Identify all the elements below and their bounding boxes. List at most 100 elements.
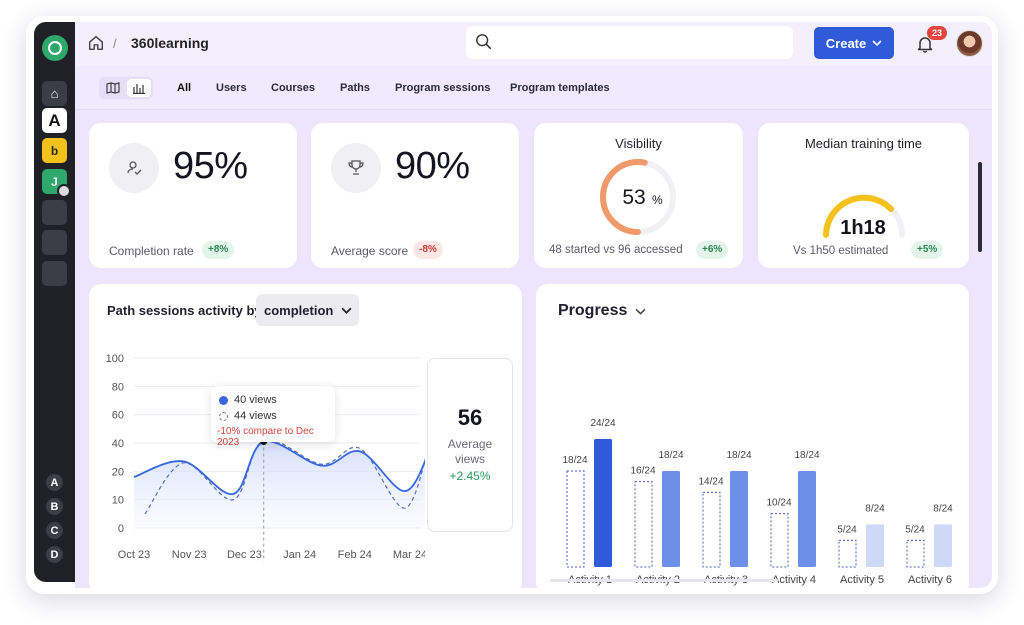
score-value: 90%	[395, 145, 470, 187]
series-1-area	[134, 441, 425, 528]
progress-title: Progress	[558, 302, 628, 319]
tab-paths[interactable]: Paths	[340, 82, 370, 94]
average-views-box: 56 Average views +2.45%	[427, 358, 513, 532]
chart-tooltip: 40 views 44 views -10% compare to Dec 20…	[211, 386, 335, 448]
rail-letter-c[interactable]: C	[46, 522, 63, 539]
app-tile-empty-3[interactable]	[42, 261, 67, 286]
bar-started[interactable]	[702, 491, 721, 568]
rail-letter-d[interactable]: D	[46, 546, 63, 563]
visibility-gauge: 53 %	[600, 159, 676, 235]
visibility-card: Visibility 53 % 48 started vs 96 accesse…	[534, 123, 743, 268]
score-card: 90% Average score -8%	[311, 123, 519, 268]
notification-badge: 23	[927, 26, 948, 40]
x-tick-label: Feb 24	[338, 549, 372, 561]
tab-courses[interactable]: Courses	[271, 82, 316, 94]
bar-completed-label: 18/24	[794, 450, 819, 461]
main-area: / 360learning Create 23	[75, 22, 992, 588]
search-input[interactable]	[502, 32, 782, 53]
bar-started[interactable]	[770, 513, 789, 568]
y-tick-label: 80	[112, 381, 124, 393]
rail-letter-b[interactable]: B	[46, 498, 63, 515]
activity-card: Path sessions activity by completion 0 10…	[89, 284, 522, 588]
bar-started-label: 18/24	[562, 455, 587, 466]
bar-started-label: 5/24	[837, 524, 857, 535]
tab-all[interactable]: All	[177, 82, 192, 94]
median-time-gauge: 1h18	[823, 194, 905, 239]
visibility-caption: 48 started vs 96 accessed	[549, 244, 683, 256]
tooltip-line-1: 40 views	[234, 394, 277, 406]
tab-users[interactable]: Users	[216, 82, 247, 94]
activity-line-chart: 0 10 20 40 60 80 100 Oct 23 Nov 23 Dec 23 Jan 24 Fe…	[106, 353, 425, 562]
chevron-down-icon	[872, 40, 882, 47]
app-rail: ⌂ A b J A B C D	[34, 22, 75, 582]
home-icon[interactable]	[87, 34, 105, 52]
bar-started[interactable]	[838, 539, 857, 568]
tooltip-note: -10% compare to Dec 2023	[217, 426, 314, 448]
bar-completed-label: 8/24	[865, 503, 885, 514]
search-icon	[476, 34, 492, 50]
app-tile-empty-1[interactable]	[42, 200, 67, 225]
completion-change-badge: +8%	[202, 241, 235, 259]
chart-view-button[interactable]	[127, 79, 151, 97]
progress-dropdown[interactable]: Progress	[558, 302, 646, 320]
bar-started[interactable]	[634, 481, 653, 568]
top-bar: / 360learning Create 23	[75, 22, 992, 66]
y-tick-label: 100	[106, 353, 124, 365]
visibility-change-badge: +6%	[696, 241, 729, 259]
bell-icon[interactable]	[915, 34, 935, 54]
tooltip-row-1: 40 views	[219, 394, 277, 406]
bar-completed[interactable]	[730, 471, 748, 567]
map-icon	[106, 82, 120, 94]
create-button[interactable]: Create	[814, 27, 894, 59]
app-tile-empty-2[interactable]	[42, 230, 67, 255]
user-check-icon	[109, 143, 159, 193]
x-tick-label: Mar 24	[393, 549, 425, 561]
activity-metric-value: completion	[264, 302, 334, 318]
median-time-title: Median training time	[804, 136, 923, 151]
search-box[interactable]	[466, 26, 793, 59]
completion-card: 95% Completion rate +8%	[89, 123, 297, 268]
avatar[interactable]	[956, 30, 983, 57]
vertical-scrollbar[interactable]	[978, 162, 982, 252]
horizontal-scrollbar[interactable]	[550, 579, 778, 582]
median-time-gauge-arc	[823, 194, 894, 238]
y-tick-label: 10	[112, 495, 124, 507]
bar-completed[interactable]	[662, 471, 680, 567]
activity-metric-dropdown[interactable]: completion	[256, 294, 359, 326]
app-tile-yellow[interactable]: b	[42, 138, 67, 163]
tooltip-line-2: 44 views	[234, 410, 277, 422]
activity-title: Path sessions activity by	[107, 303, 262, 318]
breadcrumb[interactable]: 360learning	[131, 35, 209, 51]
x-tick-label: Oct 23	[118, 549, 150, 561]
y-tick-label: 60	[112, 410, 124, 422]
average-views-value: 56	[457, 405, 483, 430]
map-view-button[interactable]	[101, 79, 125, 97]
rail-letter-a[interactable]: A	[46, 474, 63, 491]
average-views-label-1: Average	[447, 437, 493, 451]
bar-started[interactable]	[566, 470, 585, 568]
visibility-value: 53	[622, 186, 645, 209]
y-tick-label: 40	[112, 438, 124, 450]
bar-completed-label: 8/24	[933, 503, 953, 514]
bar-chart-icon	[133, 84, 145, 94]
bar-completed[interactable]	[594, 439, 612, 567]
bar-completed[interactable]	[934, 524, 952, 567]
chevron-down-icon	[635, 308, 646, 315]
app-tile-a[interactable]: A	[42, 108, 67, 133]
series-2-dot	[219, 411, 228, 421]
bar-started-label: 10/24	[766, 498, 791, 509]
app-window: ⌂ A b J A B C D / 360learning	[26, 16, 998, 594]
x-tick-label: Dec 23	[227, 549, 262, 561]
breadcrumb-separator: /	[113, 36, 117, 51]
tab-program-templates[interactable]: Program templates	[510, 82, 610, 94]
home-rail-icon[interactable]: ⌂	[42, 81, 67, 106]
logo-icon[interactable]	[42, 35, 68, 61]
median-time-caption: Vs 1h50 estimated	[793, 245, 889, 257]
bar-completed[interactable]	[866, 524, 884, 567]
bar-completed[interactable]	[798, 471, 816, 567]
median-time-card: Median training time 1h18 Vs 1h50 estima…	[758, 123, 969, 268]
tab-program-sessions[interactable]: Program sessions	[395, 82, 491, 94]
bar-started[interactable]	[906, 539, 925, 568]
app-tile-green[interactable]: J	[42, 169, 71, 198]
